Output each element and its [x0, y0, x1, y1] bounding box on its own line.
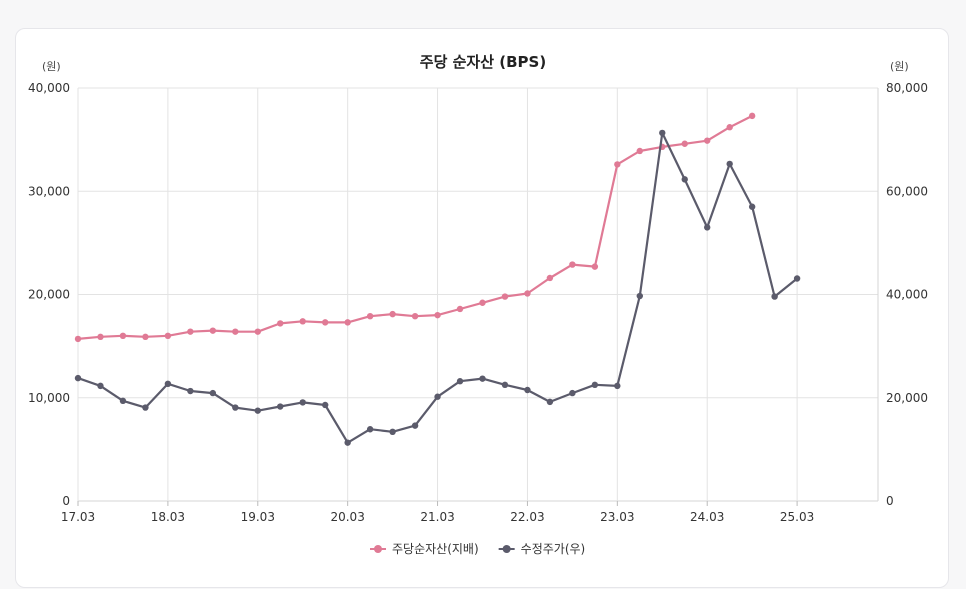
y-left-tick-label: 0 [62, 494, 70, 508]
series-2-point[interactable] [232, 404, 239, 411]
series-2-point[interactable] [748, 203, 756, 210]
series-1-point[interactable] [704, 137, 711, 144]
series-line-1 [77, 114, 753, 340]
y-right-tick-label: 40,000 [886, 288, 928, 302]
series-2-point[interactable] [569, 389, 576, 397]
series-2-point[interactable] [97, 382, 104, 390]
series-2-point[interactable] [771, 293, 778, 300]
left-axis-unit: (원) [42, 60, 61, 73]
series-2-point[interactable] [524, 386, 531, 394]
series-1-point[interactable] [748, 112, 756, 120]
y-right-tick-label: 20,000 [886, 391, 928, 405]
y-right-tick-label: 0 [886, 494, 894, 508]
y-left-tick-label: 40,000 [28, 81, 70, 95]
series-2-point[interactable] [74, 374, 82, 382]
series-1-point[interactable] [614, 161, 621, 168]
series-2-point[interactable] [726, 160, 733, 168]
x-tick-label: 23.03 [600, 510, 634, 524]
series-2-point[interactable] [321, 401, 329, 409]
x-tick-label: 20.03 [330, 510, 364, 524]
series-2-point[interactable] [299, 399, 306, 406]
series-1-point[interactable] [254, 328, 261, 335]
series-1-point[interactable] [119, 332, 127, 339]
y-right-tick-label: 80,000 [886, 81, 928, 95]
y-right-tick-label: 60,000 [886, 184, 928, 198]
series-1-point[interactable] [299, 318, 306, 325]
series-1-point[interactable] [546, 274, 554, 282]
bps-chart: 주당 순자산 (BPS) (원) (원) 0 10,000 20,000 30,000… [28, 53, 928, 556]
series-2-point[interactable] [434, 393, 441, 400]
x-tick-label: 22.03 [510, 510, 544, 524]
series-1-point[interactable] [97, 333, 104, 341]
x-tick-label: 19.03 [241, 510, 275, 524]
series-1-point[interactable] [411, 312, 419, 320]
series-2-point[interactable] [389, 428, 396, 436]
x-tick-label: 25.03 [780, 510, 814, 524]
series-2-point[interactable] [793, 275, 801, 282]
x-tick-label: 18.03 [151, 510, 185, 524]
series-2-point[interactable] [614, 382, 621, 390]
y-left-tick-label: 20,000 [28, 288, 70, 302]
series-1-point[interactable] [524, 290, 531, 297]
series-2-point[interactable] [681, 176, 688, 183]
series-1-point[interactable] [344, 319, 351, 326]
series-1-point[interactable] [636, 147, 643, 155]
series-1-point[interactable] [164, 332, 172, 339]
series-2-point[interactable] [209, 389, 217, 397]
series-2-point[interactable] [659, 129, 666, 137]
y-left-tick-label: 10,000 [28, 391, 70, 405]
series-1-point[interactable] [142, 333, 149, 341]
series-1-point[interactable] [479, 299, 486, 306]
chart-card: 주당 순자산 (BPS) (원) (원) 0 10,000 20,000 30,000… [15, 28, 949, 588]
series-2-point[interactable] [277, 403, 284, 410]
legend-label-1[interactable]: 주당순자산(지배) [392, 542, 479, 556]
series-2-point[interactable] [119, 397, 127, 405]
series-1-point[interactable] [277, 320, 284, 327]
series-1-point[interactable] [232, 328, 239, 335]
series-1-point[interactable] [389, 310, 396, 318]
series-2-point[interactable] [366, 426, 374, 433]
series-1-point[interactable] [321, 319, 329, 326]
legend-marker-1 [374, 545, 382, 553]
right-axis-unit: (원) [890, 60, 909, 73]
legend-label-2[interactable]: 수정주가(우) [521, 542, 586, 556]
x-tick-label: 24.03 [690, 510, 724, 524]
series-2-point[interactable] [501, 381, 509, 389]
series-1-point[interactable] [366, 312, 374, 320]
series-1-point[interactable] [726, 124, 733, 131]
x-tick-label: 17.03 [61, 510, 95, 524]
series-2-point[interactable] [142, 404, 149, 411]
series-2-point[interactable] [164, 380, 172, 388]
series-2-point[interactable] [546, 398, 554, 406]
series-1-point[interactable] [681, 140, 688, 147]
series-1-point[interactable] [74, 335, 82, 343]
series-2-point[interactable] [591, 381, 599, 389]
legend-marker-2 [502, 545, 511, 553]
series-1-point[interactable] [591, 263, 599, 270]
series-2-point[interactable] [636, 292, 643, 300]
series-1-point[interactable] [501, 293, 509, 300]
series-1-point[interactable] [187, 328, 194, 335]
x-tick-label: 21.03 [420, 510, 454, 524]
series-2-point[interactable] [344, 439, 351, 446]
y-left-tick-label: 30,000 [28, 184, 70, 198]
series-2-point[interactable] [187, 387, 194, 395]
series-2-point[interactable] [411, 422, 419, 429]
series-1-point[interactable] [569, 261, 576, 268]
series-1-point[interactable] [209, 327, 217, 334]
chart-title: 주당 순자산 (BPS) [420, 53, 546, 71]
series-2-point[interactable] [704, 224, 711, 231]
series-1-point[interactable] [456, 305, 464, 313]
series-2-point[interactable] [456, 378, 464, 385]
series-2-point[interactable] [479, 375, 486, 382]
series-1-point[interactable] [434, 311, 441, 319]
series-2-point[interactable] [254, 407, 261, 414]
